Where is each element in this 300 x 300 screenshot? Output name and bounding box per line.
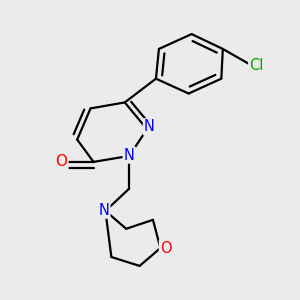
Text: N: N — [144, 119, 155, 134]
Text: O: O — [160, 241, 172, 256]
Text: N: N — [98, 202, 110, 217]
Text: Cl: Cl — [249, 58, 264, 74]
Text: O: O — [56, 154, 68, 169]
Text: N: N — [124, 148, 135, 163]
